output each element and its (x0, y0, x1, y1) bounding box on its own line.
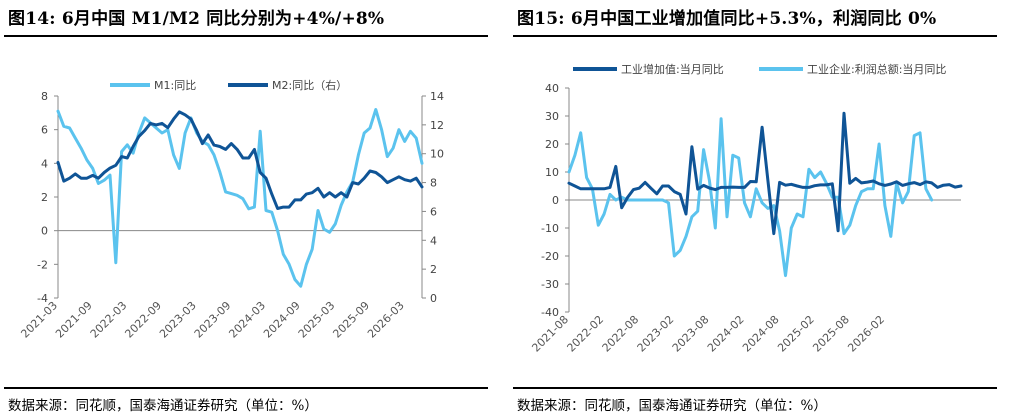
y-tick-label: -30 (541, 278, 559, 291)
x-tick-label: 2023-09 (192, 299, 234, 341)
figure-15-title: 图15: 6月中国工业增加值同比+5.3%，利润同比 0% (517, 9, 937, 29)
left-y-tick-label: 0 (41, 225, 48, 238)
figure-14-title-rule (4, 35, 488, 37)
x-tick-label: 2025-08 (810, 313, 852, 355)
figure-14-panel: 图14: 6月中国 M1/M2 同比分别为+4%/+8% -4 -2 0 2 4 6 8 0 2… (0, 0, 500, 417)
y-tick-label: 30 (545, 110, 559, 123)
industry-profit-chart: -40 -30 -20 -10 0 10 20 30 40 2021-082022-022022-… (529, 62, 963, 355)
x-tick-label: 2025-09 (330, 299, 372, 341)
right-y-tick-label: 0 (430, 292, 437, 305)
left-y-tick-label: 4 (41, 157, 48, 170)
x-tick-label: 2024-08 (740, 313, 782, 355)
x-tick-label: 2022-03 (88, 299, 130, 341)
legend-m2-label: M2:同比（右） (272, 78, 347, 92)
figure-14-footer-rule (4, 387, 488, 389)
y-tick-label: -40 (541, 306, 559, 319)
x-tick-label: 2024-03 (226, 299, 268, 341)
right-y-tick-label: 6 (430, 205, 437, 218)
y-tick-label: 20 (545, 138, 559, 151)
figure-14-source: 数据来源：同花顺，国泰海通证券研究（单位：%） (8, 398, 318, 414)
right-y-tick-label: 12 (430, 119, 444, 132)
y-tick-label: 10 (545, 166, 559, 179)
right-y-tick-label: 8 (430, 177, 437, 190)
figure-14-title: 图14: 6月中国 M1/M2 同比分别为+4%/+8% (8, 9, 385, 29)
x-tick-label: 2022-08 (600, 313, 642, 355)
x-tick-label: 2021-08 (529, 313, 571, 355)
x-tick-label: 2022-02 (565, 313, 607, 355)
left-y-tick-label: 8 (41, 90, 48, 103)
x-tick-label: 2024-09 (261, 299, 303, 341)
right-y-tick-label: 14 (430, 90, 444, 103)
x-tick-label: 2021-09 (53, 299, 95, 341)
x-tick-label: 2026-03 (365, 299, 407, 341)
m1-series-line (56, 108, 424, 288)
y-tick-label: -20 (541, 250, 559, 263)
figure-15-title-rule (513, 35, 997, 37)
industrial-output-series-line (567, 111, 963, 236)
x-tick-label: 2026-02 (845, 313, 887, 355)
y-tick-label: -10 (541, 222, 559, 235)
y-tick-label: 40 (545, 82, 559, 95)
x-tick-label: 2021-03 (18, 299, 60, 341)
m1-m2-chart: -4-202468024681012142021-032021-092022-0… (18, 78, 444, 341)
figure-15-panel: 图15: 6月中国工业增加值同比+5.3%，利润同比 0% -40 -30 -20-… (509, 0, 1009, 417)
right-y-tick-label: 2 (430, 263, 437, 276)
x-tick-label: 2025-02 (775, 313, 817, 355)
x-tick-label: 2024-02 (705, 313, 747, 355)
profit-series-line (567, 117, 934, 278)
x-tick-label: 2022-09 (122, 299, 164, 341)
legend-m1-label: M1:同比 (154, 79, 196, 92)
m2-series-line (56, 110, 424, 210)
left-y-tick-label: 6 (41, 124, 48, 137)
figure-15-source: 数据来源：同花顺，国泰海通证券研究（单位：%） (517, 398, 827, 414)
figure-15-footer-rule (513, 387, 997, 389)
x-tick-label: 2023-03 (157, 299, 199, 341)
x-tick-label: 2025-03 (296, 299, 338, 341)
left-y-tick-label: -4 (37, 292, 48, 305)
left-y-tick-label: -2 (37, 258, 48, 271)
x-tick-label: 2023-02 (635, 313, 677, 355)
right-y-tick-label: 10 (430, 148, 444, 161)
legend-output-label: 工业增加值:当月同比 (621, 62, 724, 76)
right-y-tick-label: 4 (430, 234, 437, 247)
x-tick-label: 2023-08 (670, 313, 712, 355)
y-tick-label: 0 (552, 194, 559, 207)
left-y-tick-label: 2 (41, 191, 48, 204)
legend-profit-label: 工业企业:利润总额:当月同比 (807, 62, 946, 76)
